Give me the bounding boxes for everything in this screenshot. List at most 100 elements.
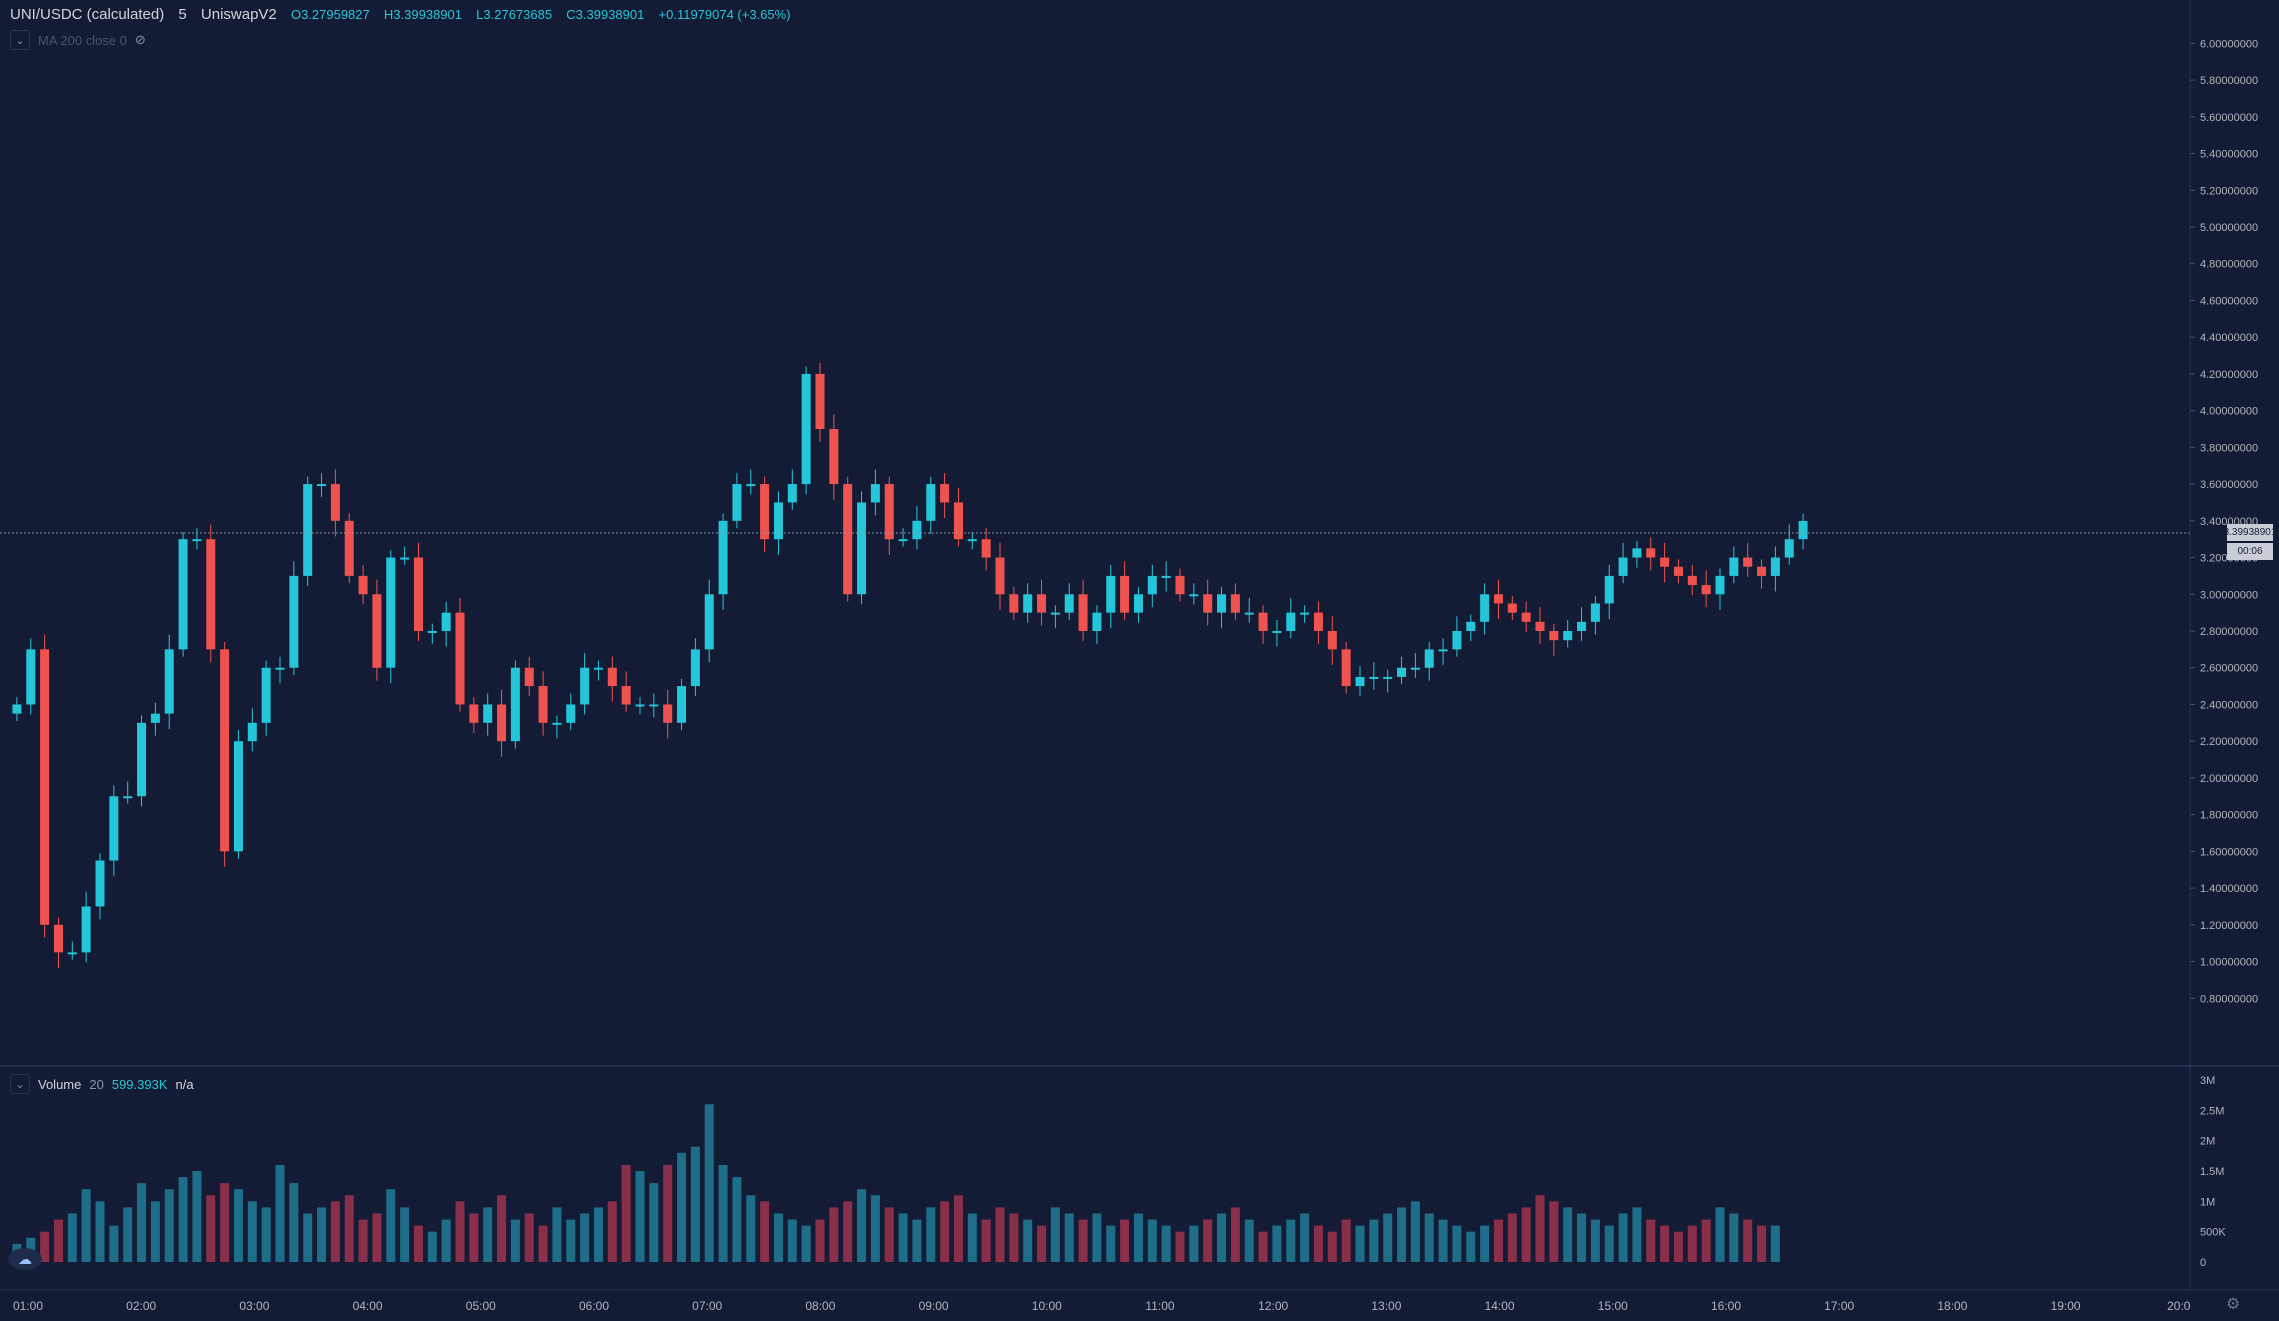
candle-body — [1369, 676, 1379, 679]
candle-body — [1604, 575, 1614, 604]
volume-bar — [1341, 1219, 1351, 1262]
candle-body — [26, 649, 36, 705]
candle-body — [1618, 557, 1628, 576]
candle-body — [815, 373, 825, 429]
candle-body — [164, 649, 174, 714]
candle-body — [580, 667, 590, 705]
candle-body — [843, 484, 853, 595]
volume-bar — [607, 1201, 617, 1262]
volume-bar — [677, 1152, 687, 1262]
candle-body — [1577, 621, 1587, 631]
indicator-label[interactable]: MA 200 close 0 — [38, 32, 127, 48]
volume-bar — [1757, 1225, 1767, 1262]
volume-axis-label: 0 — [2200, 1257, 2206, 1269]
volume-bar — [649, 1183, 659, 1262]
chevron-down-icon[interactable]: ⌄ — [10, 30, 30, 50]
ohlc-change: +0.11979074 (+3.65%) — [658, 7, 791, 22]
candle-body — [1438, 649, 1448, 652]
volume-bar — [53, 1219, 63, 1262]
candle-body — [123, 796, 133, 799]
time-axis-label: 05:00 — [466, 1299, 496, 1313]
exchange-label[interactable]: UniswapV2 — [200, 6, 277, 23]
candle-body — [247, 722, 257, 742]
candle-body — [1272, 631, 1282, 633]
volume-bar — [400, 1207, 410, 1262]
volume-legend: ⌄ Volume 20 599.393K n/a — [10, 1074, 194, 1094]
eye-off-icon[interactable]: ⊘ — [134, 32, 146, 47]
chevron-down-icon[interactable]: ⌄ — [10, 1074, 30, 1094]
volume-bar — [1203, 1219, 1213, 1262]
candle-body — [1729, 557, 1739, 576]
candle-body — [1507, 603, 1517, 613]
candle-body — [787, 484, 797, 503]
candle-body — [1286, 612, 1296, 631]
volume-axis-label: 1.5M — [2200, 1166, 2224, 1178]
time-axis-label: 01:00 — [13, 1299, 43, 1313]
candle-body — [1480, 594, 1490, 622]
volume-bar — [1715, 1207, 1725, 1262]
gear-icon[interactable]: ⚙ — [2226, 1296, 2241, 1313]
candle-body — [261, 667, 271, 723]
indicator-legend: ⌄ MA 200 close 0 ⊘ — [10, 30, 146, 50]
candle-body — [1217, 594, 1227, 613]
price-axis-label: 3.00000000 — [2200, 589, 2258, 601]
volume-bar — [1258, 1231, 1268, 1262]
price-axis-label: 0.80000000 — [2200, 993, 2258, 1005]
candle-body — [995, 557, 1005, 595]
volume-bar — [1175, 1231, 1185, 1262]
candle-body — [95, 860, 105, 907]
volume-bar — [413, 1225, 423, 1262]
volume-bar — [1355, 1225, 1365, 1262]
volume-bar — [1493, 1219, 1503, 1262]
volume-bar — [621, 1164, 631, 1262]
volume-bar — [787, 1219, 797, 1262]
volume-bar — [773, 1213, 783, 1262]
volume-bar — [427, 1231, 437, 1262]
time-axis-label: 03:00 — [239, 1299, 269, 1313]
volume-bar — [1230, 1207, 1240, 1262]
volume-axis-label: 500K — [2200, 1227, 2226, 1239]
price-axis-label: 5.00000000 — [2200, 222, 2258, 234]
candle-body — [773, 502, 783, 540]
volume-bar — [469, 1213, 479, 1262]
volume-bar — [275, 1164, 285, 1262]
volume-bar — [1563, 1207, 1573, 1262]
candle-body — [1397, 667, 1407, 677]
candle-body — [53, 924, 63, 953]
candle-body — [1383, 676, 1393, 679]
volume-bar — [566, 1219, 576, 1262]
volume-bar — [1161, 1225, 1171, 1262]
volume-bar — [1452, 1225, 1462, 1262]
candle-body — [593, 667, 603, 670]
volume-bar — [1438, 1219, 1448, 1262]
volume-label[interactable]: Volume — [38, 1076, 82, 1092]
volume-bar — [1023, 1219, 1033, 1262]
price-axis-label: 1.40000000 — [2200, 883, 2258, 895]
candle-body — [1313, 612, 1323, 631]
volume-bar — [1050, 1207, 1060, 1262]
price-axis-label: 4.80000000 — [2200, 259, 2258, 271]
volume-bar — [1327, 1231, 1337, 1262]
candle-body — [690, 649, 700, 687]
symbol-label[interactable]: UNI/USDC (calculated) — [10, 6, 165, 23]
candle-body — [1189, 594, 1199, 597]
volume-bar — [1535, 1195, 1545, 1262]
candle-body — [1424, 649, 1434, 668]
time-axis-label: 17:00 — [1824, 1299, 1854, 1313]
volume-axis-label: 2.5M — [2200, 1105, 2224, 1117]
volume-bar — [1244, 1219, 1254, 1262]
volume-extra: n/a — [175, 1076, 194, 1092]
candle-body — [1106, 575, 1116, 613]
interval-label[interactable]: 5 — [178, 6, 187, 23]
candle-body — [870, 484, 880, 503]
candle-body — [1590, 603, 1600, 622]
volume-bar — [289, 1183, 299, 1262]
candle-body — [455, 612, 465, 705]
tradingview-logo[interactable]: ☁ — [8, 1248, 42, 1270]
candle-body — [760, 484, 770, 540]
candle-body — [413, 557, 423, 631]
volume-bar — [164, 1189, 174, 1262]
time-axis-label: 14:00 — [1485, 1299, 1515, 1313]
